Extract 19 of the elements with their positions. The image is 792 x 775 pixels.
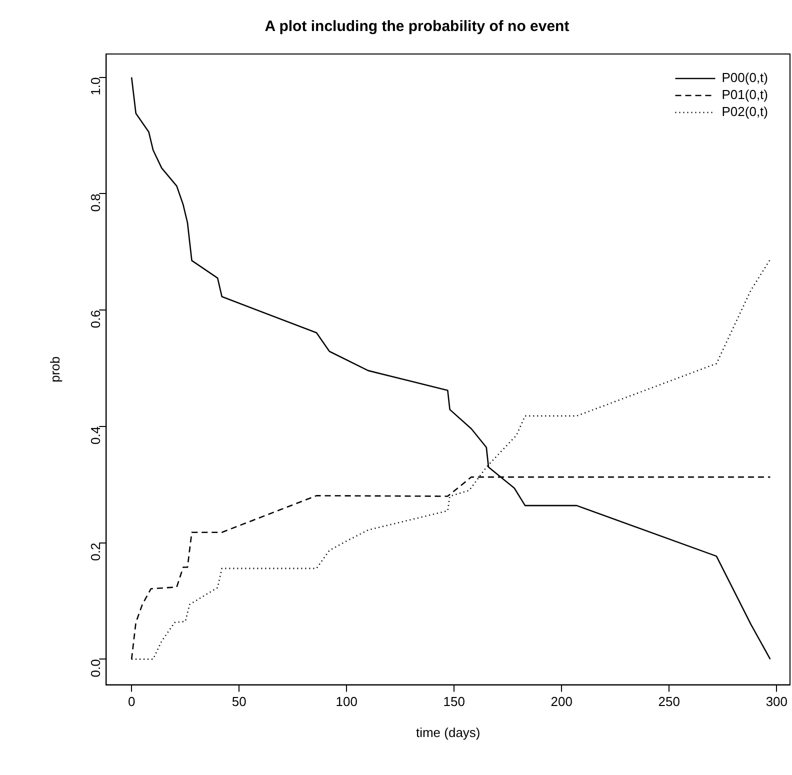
y-tick-label: 0.0 bbox=[88, 659, 103, 678]
x-tick-label: 250 bbox=[658, 694, 680, 710]
legend-label: P00(0,t) bbox=[722, 70, 768, 86]
legend-label: P02(0,t) bbox=[722, 104, 768, 120]
y-axis-title: prob bbox=[47, 356, 62, 382]
y-tick-label: 1.0 bbox=[88, 77, 103, 96]
chart-title: A plot including the probability of no event bbox=[264, 18, 570, 36]
y-tick-label: 0.2 bbox=[88, 542, 103, 561]
y-tick-label: 0.8 bbox=[88, 194, 103, 212]
y-tick-label: 0.4 bbox=[88, 426, 103, 445]
x-tick-label: 200 bbox=[550, 694, 572, 710]
x-tick-label: 150 bbox=[443, 694, 465, 710]
legend-label: P01(0,t) bbox=[722, 87, 768, 102]
x-tick-label: 0 bbox=[128, 694, 136, 710]
y-tick-label: 0.6 bbox=[88, 310, 103, 328]
x-tick-label: 300 bbox=[766, 694, 788, 710]
x-tick-label: 100 bbox=[336, 694, 358, 710]
x-tick-label: 50 bbox=[232, 694, 246, 710]
x-axis-title: time (days) bbox=[416, 724, 480, 740]
